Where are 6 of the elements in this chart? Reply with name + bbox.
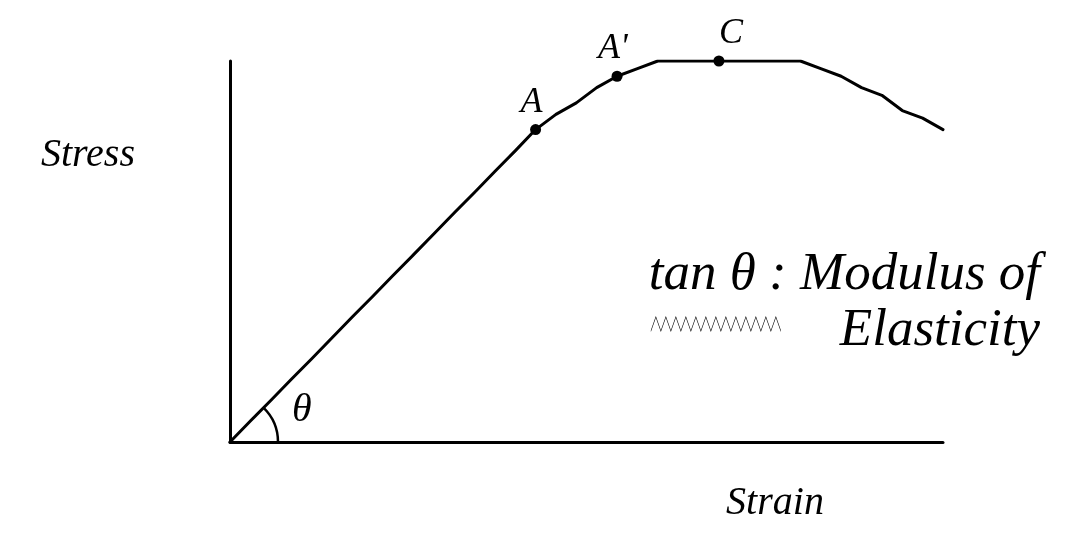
annotation: θ [292, 385, 312, 430]
y-axis-title: Stress [40, 129, 135, 175]
x-axis-title: Strain [726, 477, 824, 523]
annotation: A' [598, 26, 628, 67]
annotation: A [520, 79, 543, 120]
annotation: C [718, 11, 743, 51]
